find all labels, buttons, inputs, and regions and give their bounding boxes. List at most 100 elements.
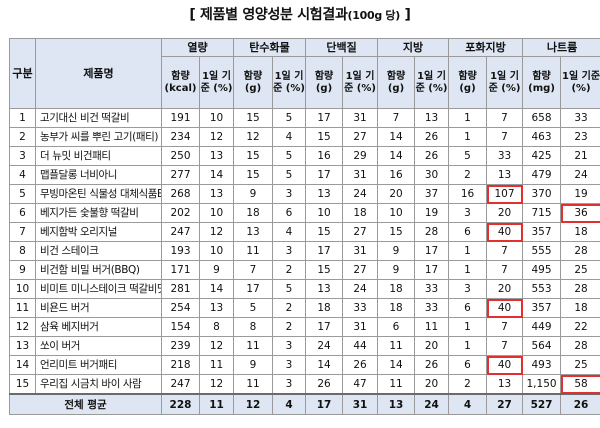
header-group: 열량 [161,38,234,57]
value-cell: 171 [161,260,200,280]
highlighted-value-cell: 40 [486,222,524,242]
value-cell: 15 [305,260,344,280]
value-cell: 370 [522,184,562,204]
value-cell: 2 [271,298,307,318]
title-unit: (100g 당) [347,9,401,22]
value-cell: 27 [342,127,379,147]
value-cell: 4 [271,222,307,242]
value-cell: 26 [342,355,379,375]
row-number: 5 [9,184,36,204]
value-cell: 12 [199,374,234,395]
product-name: 베지가든 숯불향 떡갈비 [35,203,162,223]
value-cell: 18 [377,279,416,299]
value-cell: 193 [161,241,200,261]
value-cell: 277 [161,165,200,185]
value-cell: 26 [414,146,450,166]
value-cell: 20 [414,336,450,356]
value-cell: 24 [342,184,379,204]
average-cell: 26 [560,393,600,415]
value-cell: 20 [377,184,416,204]
value-cell: 17 [305,108,344,128]
value-cell: 27 [342,260,379,280]
value-cell: 14 [377,355,416,375]
row-number: 3 [9,146,36,166]
value-cell: 27 [342,222,379,242]
table-row: 2 농부가 씨를 뿌린 고기(패티) 234 12 12 4 15 27 14 26 1 7 463 23 [9,127,600,147]
product-name: 삼육 베지버거 [35,317,162,337]
row-number: 4 [9,165,36,185]
value-cell: 12 [233,127,273,147]
title-close: ] [399,7,411,23]
header-product-name: 제품명 [35,38,162,109]
header-daily-ref: 1일 기준 (%) [414,56,450,109]
value-cell: 3 [271,336,307,356]
table-row: 10 비미트 미니스테이크 떡갈비맛 281 14 17 5 13 24 18 33 3 20 553 2… [9,279,600,299]
header-amount: 함량 (mg) [522,56,562,109]
value-cell: 17 [414,241,450,261]
value-cell: 44 [342,336,379,356]
header-amount: 함량 (g) [448,56,488,109]
value-cell: 202 [161,203,200,223]
value-cell: 31 [342,317,379,337]
row-number: 13 [9,336,36,356]
value-cell: 11 [377,374,416,395]
value-cell: 22 [560,317,600,337]
product-name: 비건 스테이크 [35,241,162,261]
value-cell: 281 [161,279,200,299]
value-cell: 28 [414,222,450,242]
value-cell: 26 [414,127,450,147]
header-amount: 함량 (kcal) [161,56,200,109]
row-number: 14 [9,355,36,375]
value-cell: 2 [448,374,488,395]
value-cell: 15 [233,108,273,128]
value-cell: 10 [199,108,234,128]
highlighted-value-cell: 58 [560,374,600,395]
header-group: 단백질 [305,38,379,57]
value-cell: 14 [305,355,344,375]
value-cell: 9 [377,260,416,280]
value-cell: 495 [522,260,562,280]
value-cell: 6 [271,203,307,223]
table-row: 9 비건함 비밀 버거(BBQ) 171 9 7 2 15 27 9 17 1 7 495 25 [9,260,600,280]
page-title: [ 제품별 영양성분 시험결과(100g 당) ] [0,4,600,24]
value-cell: 7 [486,317,524,337]
value-cell: 16 [305,146,344,166]
value-cell: 11 [233,374,273,395]
value-cell: 247 [161,374,200,395]
average-cell: 17 [305,393,344,415]
value-cell: 11 [233,241,273,261]
value-cell: 47 [342,374,379,395]
value-cell: 2 [448,165,488,185]
value-cell: 15 [305,127,344,147]
value-cell: 8 [233,317,273,337]
product-name: 고기대신 비건 떡갈비 [35,108,162,128]
value-cell: 28 [560,336,600,356]
value-cell: 17 [233,279,273,299]
value-cell: 10 [199,203,234,223]
value-cell: 658 [522,108,562,128]
average-cell: 24 [414,393,450,415]
value-cell: 25 [560,355,600,375]
value-cell: 18 [560,222,600,242]
value-cell: 7 [377,108,416,128]
value-cell: 18 [233,203,273,223]
value-cell: 1 [448,108,488,128]
row-number: 12 [9,317,36,337]
product-name: 쏘이 버거 [35,336,162,356]
value-cell: 3 [448,203,488,223]
table-row: 6 베지가든 숯불향 떡갈비 202 10 18 6 10 18 10 19 3 20 715 36 [9,203,600,223]
value-cell: 17 [305,165,344,185]
value-cell: 555 [522,241,562,261]
value-cell: 15 [377,222,416,242]
table-row: 15 우리집 시금치 바이 사람 247 12 11 3 26 47 11 20 2 13 1,150 5… [9,374,600,395]
row-number: 6 [9,203,36,223]
row-number: 10 [9,279,36,299]
value-cell: 2 [271,317,307,337]
value-cell: 1 [448,260,488,280]
value-cell: 24 [342,279,379,299]
product-name: 비욘드 버거 [35,298,162,318]
table-row: 5 무빙마온틴 식물성 대체식품B 268 13 9 3 13 24 20 37 16 107 370 1… [9,184,600,204]
average-cell: 13 [377,393,416,415]
average-cell: 12 [233,393,273,415]
